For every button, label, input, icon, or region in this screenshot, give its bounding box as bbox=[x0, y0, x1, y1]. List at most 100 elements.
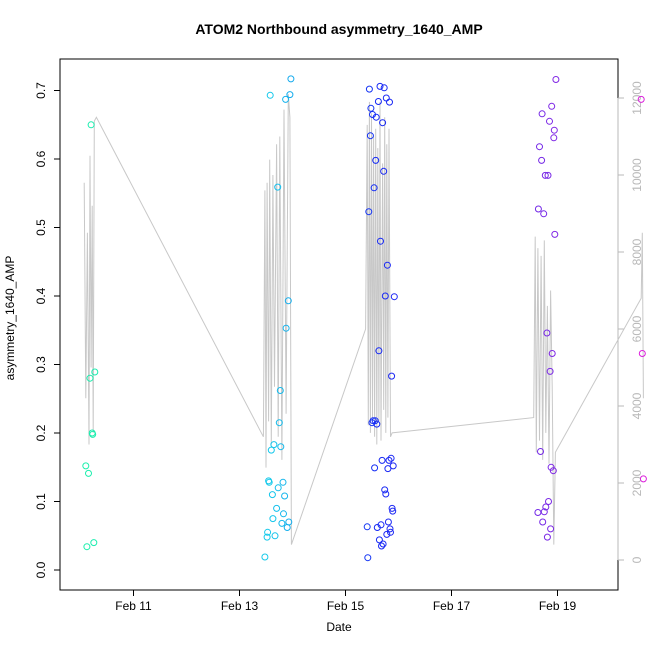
data-point bbox=[388, 504, 396, 512]
data-point bbox=[372, 156, 380, 164]
y-tick-label: 0.6 bbox=[34, 150, 48, 167]
data-point bbox=[534, 509, 542, 516]
data-point bbox=[282, 324, 290, 332]
data-point bbox=[379, 119, 387, 127]
y-tick-label: 0.0 bbox=[34, 561, 48, 578]
y-tick-label: 0.3 bbox=[34, 356, 48, 373]
data-point bbox=[375, 347, 383, 355]
data-point bbox=[378, 456, 386, 464]
data-point bbox=[543, 329, 551, 337]
data-point bbox=[550, 126, 558, 134]
data-point bbox=[281, 492, 289, 500]
data-point bbox=[269, 515, 277, 523]
data-point bbox=[381, 292, 389, 300]
y-tick-label: 0.2 bbox=[34, 424, 48, 441]
data-point bbox=[377, 521, 385, 529]
data-point bbox=[365, 85, 373, 93]
data-point bbox=[382, 490, 390, 498]
data-point bbox=[380, 167, 388, 175]
data-point bbox=[265, 478, 273, 486]
data-point bbox=[548, 102, 556, 110]
data-point bbox=[541, 171, 549, 179]
y2-tick-label: 2000 bbox=[630, 469, 644, 496]
data-point bbox=[373, 420, 381, 428]
data-point bbox=[367, 104, 375, 112]
data-point bbox=[538, 156, 546, 164]
data-point bbox=[545, 498, 552, 505]
data-point bbox=[86, 374, 94, 382]
y2-tick-label: 4000 bbox=[630, 392, 644, 419]
data-point bbox=[271, 532, 279, 540]
data-point bbox=[389, 462, 397, 470]
data-point bbox=[548, 350, 556, 357]
data-point bbox=[539, 518, 547, 526]
data-point bbox=[534, 205, 542, 213]
data-point bbox=[285, 518, 293, 526]
data-point bbox=[546, 367, 554, 375]
data-point bbox=[276, 387, 284, 394]
data-point bbox=[377, 237, 384, 245]
data-point bbox=[83, 543, 91, 551]
data-point bbox=[387, 528, 394, 536]
data-point bbox=[82, 462, 90, 470]
data-point bbox=[363, 523, 371, 531]
data-point bbox=[379, 540, 387, 548]
data-point bbox=[267, 446, 275, 454]
data-point bbox=[268, 491, 276, 499]
y2-tick-label: 8000 bbox=[630, 238, 644, 265]
data-point bbox=[273, 504, 281, 512]
data-point bbox=[540, 508, 548, 516]
y-tick-label: 0.4 bbox=[34, 287, 48, 304]
data-point bbox=[540, 210, 548, 218]
data-point bbox=[536, 143, 543, 151]
x-axis-label: Date bbox=[326, 620, 352, 634]
data-point bbox=[284, 297, 292, 305]
data-point bbox=[538, 110, 546, 118]
y-tick-label: 0.5 bbox=[34, 219, 48, 236]
data-point bbox=[87, 121, 95, 129]
y-tick-label: 0.7 bbox=[34, 82, 48, 99]
data-point bbox=[263, 533, 271, 541]
data-point bbox=[546, 117, 553, 125]
y2-tick-label: 12000 bbox=[630, 81, 644, 115]
data-point bbox=[286, 91, 294, 99]
data-point bbox=[89, 430, 97, 438]
data-point bbox=[270, 441, 278, 449]
data-point bbox=[549, 467, 557, 475]
data-point bbox=[375, 536, 383, 544]
x-tick-label: Feb 13 bbox=[221, 599, 259, 613]
data-point bbox=[384, 465, 392, 473]
data-point bbox=[366, 132, 374, 140]
data-point bbox=[90, 539, 98, 547]
data-point bbox=[547, 525, 555, 533]
data-point bbox=[388, 372, 396, 380]
data-point bbox=[370, 184, 378, 192]
data-point bbox=[85, 469, 92, 477]
data-point bbox=[543, 533, 551, 541]
data-point bbox=[552, 76, 560, 83]
data-point bbox=[91, 368, 99, 376]
y-axis-label: asymmetry_1640_AMP bbox=[3, 256, 17, 381]
data-point bbox=[266, 91, 274, 99]
data-point bbox=[380, 84, 388, 92]
data-point bbox=[386, 525, 394, 533]
chart-title: ATOM2 Northbound asymmetry_1640_AMP bbox=[195, 21, 482, 37]
data-point bbox=[278, 519, 286, 527]
y2-tick-label: 6000 bbox=[630, 315, 644, 342]
data-point bbox=[364, 554, 372, 562]
data-point bbox=[287, 75, 295, 83]
data-point bbox=[637, 95, 645, 103]
data-point bbox=[639, 475, 647, 483]
data-point bbox=[537, 448, 544, 455]
data-point bbox=[378, 542, 385, 550]
data-point bbox=[381, 486, 389, 494]
data-point bbox=[638, 350, 646, 357]
data-point bbox=[389, 507, 397, 515]
data-point bbox=[376, 82, 384, 90]
data-point bbox=[365, 208, 373, 216]
data-point bbox=[386, 98, 393, 106]
data-point bbox=[542, 503, 550, 511]
data-point bbox=[279, 478, 287, 486]
y2-tick-label: 10000 bbox=[630, 158, 644, 192]
